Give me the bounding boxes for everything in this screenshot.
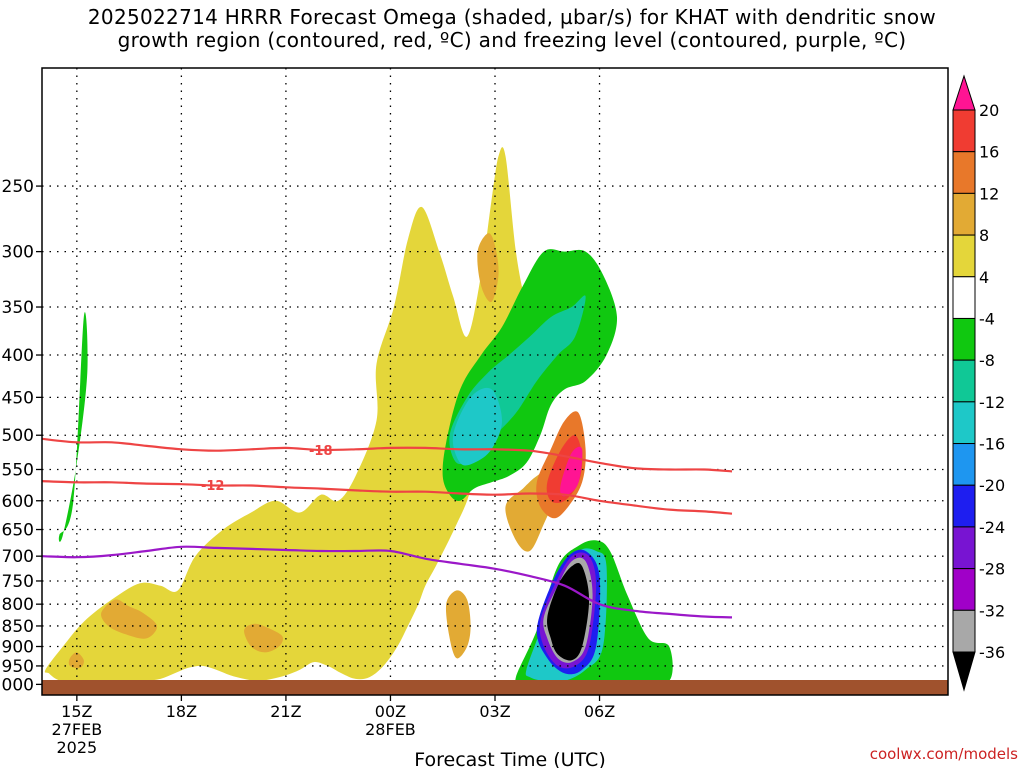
y-tick-label: 700 bbox=[2, 547, 34, 567]
colorbar-label: -20 bbox=[979, 476, 1005, 495]
colorbar-label: -32 bbox=[979, 601, 1005, 620]
title-line-2: growth region (contoured, red, ºC) and f… bbox=[117, 28, 907, 52]
contour-label-0: -18 bbox=[309, 444, 333, 459]
y-tick-label: 300 bbox=[2, 243, 34, 263]
y-tick-label: 550 bbox=[2, 460, 34, 480]
colorbar-swatch bbox=[952, 526, 976, 570]
contour-line-1 bbox=[42, 480, 733, 515]
y-tick-label: 1000 bbox=[0, 675, 34, 695]
omega-region-13 bbox=[58, 312, 88, 542]
x-tick-date: 27FEB bbox=[52, 720, 103, 739]
temperature-contours: -18 -12 bbox=[42, 437, 733, 619]
y-tick-label: 750 bbox=[2, 572, 34, 592]
x-tick-label: 00Z bbox=[375, 702, 406, 721]
y-tick-label: 850 bbox=[2, 617, 34, 637]
y-tick-label: 350 bbox=[2, 298, 34, 318]
omega-region-12 bbox=[452, 387, 502, 466]
x-tick-date: 28FEB bbox=[365, 720, 416, 739]
x-tick-label: 06Z bbox=[584, 702, 615, 721]
colorbar-swatch bbox=[952, 192, 976, 236]
colorbar-label: -24 bbox=[979, 518, 1005, 537]
y-tick-label: 900 bbox=[2, 638, 34, 658]
colorbar-bottom-arrow bbox=[952, 651, 976, 692]
colorbar-label: -16 bbox=[979, 435, 1005, 454]
colorbar-swatch bbox=[952, 443, 976, 486]
colorbar-label: 4 bbox=[979, 268, 989, 287]
x-axis-label: Forecast Time (UTC) bbox=[414, 749, 605, 768]
y-tick-label: 950 bbox=[2, 657, 34, 677]
y-tick-label: 600 bbox=[2, 492, 34, 512]
colorbar-swatch bbox=[952, 109, 976, 153]
colorbar-label: 8 bbox=[979, 226, 989, 245]
x-tick-label: 15Z bbox=[61, 702, 92, 721]
omega-region-3 bbox=[445, 590, 471, 659]
colorbar-label: 12 bbox=[979, 184, 999, 203]
colorbar-swatch bbox=[952, 401, 976, 445]
x-tick-label: 03Z bbox=[479, 702, 510, 721]
colorbar-swatch bbox=[952, 568, 976, 611]
colorbar-swatch bbox=[952, 276, 976, 319]
omega-region-19 bbox=[547, 562, 590, 661]
omega-region-1 bbox=[101, 599, 158, 639]
y-tick-label: 400 bbox=[2, 346, 34, 366]
colorbar-swatch bbox=[952, 609, 976, 653]
chart-title: 2025022714 HRRR Forecast Omega (shaded, … bbox=[0, 6, 1024, 52]
colorbar-label: -8 bbox=[979, 351, 995, 370]
colorbar-swatch bbox=[952, 359, 976, 403]
colorbar-swatch bbox=[952, 151, 976, 194]
credit-link[interactable]: coolwx.com/models bbox=[869, 745, 1018, 763]
colorbar-swatch bbox=[952, 484, 976, 528]
ground-surface bbox=[42, 680, 948, 695]
omega-region-4 bbox=[477, 233, 499, 303]
omega-region-2 bbox=[244, 623, 284, 653]
colorbar-swatch bbox=[952, 317, 976, 361]
y-tick-label: 650 bbox=[2, 521, 34, 541]
omega-shading bbox=[44, 147, 673, 687]
y-axis: 2503003504004505005506006507007508008509… bbox=[0, 177, 42, 695]
y-tick-label: 800 bbox=[2, 595, 34, 615]
colorbar-label: -4 bbox=[979, 309, 995, 328]
omega-region-0 bbox=[44, 147, 537, 687]
contour-line-2 bbox=[42, 545, 733, 619]
colorbar-label: -28 bbox=[979, 560, 1005, 579]
x-tick-year: 2025 bbox=[56, 738, 97, 757]
colorbar-top-arrow bbox=[952, 74, 976, 111]
contour-line-0 bbox=[42, 437, 733, 473]
y-tick-label: 250 bbox=[2, 177, 34, 197]
omega-region-5 bbox=[68, 652, 84, 669]
x-tick-label: 18Z bbox=[166, 702, 197, 721]
colorbar: 20 16 12 8 4 -4 -8 -12 -16 -20 -24 -28 -32 -36 bbox=[952, 74, 1005, 692]
colorbar-label: -36 bbox=[979, 643, 1005, 662]
colorbar-label: -12 bbox=[979, 393, 1005, 412]
x-tick-label: 21Z bbox=[270, 702, 301, 721]
colorbar-swatch bbox=[952, 234, 976, 278]
y-tick-label: 500 bbox=[2, 426, 34, 446]
title-line-1: 2025022714 HRRR Forecast Omega (shaded, … bbox=[87, 5, 937, 29]
colorbar-label: 20 bbox=[979, 101, 999, 120]
contour-label-1: -12 bbox=[201, 479, 225, 494]
colorbar-label: 16 bbox=[979, 143, 999, 162]
y-tick-label: 450 bbox=[2, 388, 34, 408]
